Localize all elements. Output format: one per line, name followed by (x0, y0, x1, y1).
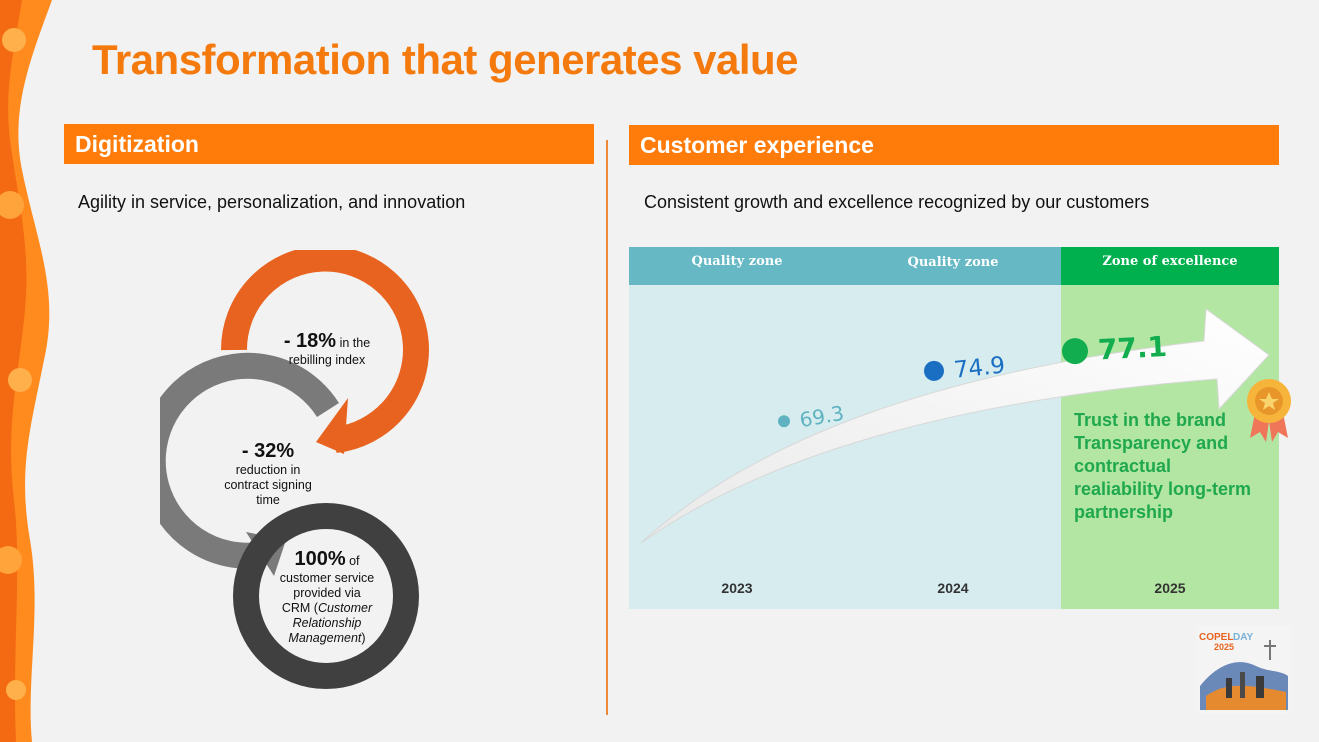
slide-title: Transformation that generates value (92, 36, 799, 83)
trust-line: Transparency and (1074, 433, 1229, 453)
trust-line: contractual (1074, 456, 1172, 476)
score-markers: 69.3 74.9 77.1 (778, 330, 1168, 432)
ring-1-value: - 18% (283, 330, 337, 352)
digitization-header: Digitization (64, 124, 594, 164)
logo-year-text: 2025 (1214, 642, 1234, 652)
quality-zone-body (629, 285, 1061, 609)
score-point-2024 (924, 360, 944, 381)
logo-copel-text: COPEL (1199, 632, 1233, 643)
zone-label-2025: Zone of excellence (1061, 247, 1279, 285)
year-2023: 2023 (721, 580, 753, 596)
digitization-subtitle: Agility in service, personalization, and… (78, 192, 466, 212)
year-2024: 2024 (937, 580, 969, 596)
trust-line: Trust in the brand (1074, 410, 1227, 430)
logo-day-text: DAY (1233, 632, 1254, 643)
ring-3-arc (233, 503, 419, 689)
ring-2-text: - 32% reduction in contract signing time (208, 440, 328, 508)
score-label-2025: 77.1 (1097, 330, 1168, 367)
ring-2-value: - 32% (241, 440, 295, 462)
ring-1-arrowhead (316, 398, 348, 454)
trust-line: partnership (1074, 502, 1174, 522)
year-2025: 2025 (1154, 580, 1186, 596)
rings-diagram (160, 250, 429, 689)
ring-1-text: - 18% in the rebilling index (283, 330, 371, 367)
excellence-attributes: Trust in the brand Transparency and cont… (1074, 409, 1274, 524)
score-point-2025 (1062, 338, 1088, 365)
customer-experience-header: Customer experience (629, 125, 1279, 165)
award-medal-icon (1247, 379, 1291, 442)
decorative-wave-strip (0, 0, 52, 742)
ring-2-arc (160, 352, 339, 569)
trust-line: realiability long-term (1074, 479, 1252, 499)
zone-label-2024: Quality zone (845, 247, 1061, 285)
score-point-2023 (778, 415, 790, 428)
score-label-2023: 69.3 (798, 401, 846, 432)
ring-1-arc (220, 250, 429, 453)
panel-divider (606, 140, 608, 715)
ring-3-text: 100% of customer service provided via CR… (279, 548, 375, 645)
ring-3-value: 100% (294, 548, 346, 570)
copel-day-logo: COPEL DAY 2025 (1196, 626, 1292, 714)
score-label-2024: 74.9 (953, 353, 1007, 384)
growth-arrow (640, 308, 1270, 544)
customer-experience-subtitle: Consistent growth and excellence recogni… (644, 192, 1150, 212)
zone-label-2023: Quality zone (629, 247, 845, 285)
